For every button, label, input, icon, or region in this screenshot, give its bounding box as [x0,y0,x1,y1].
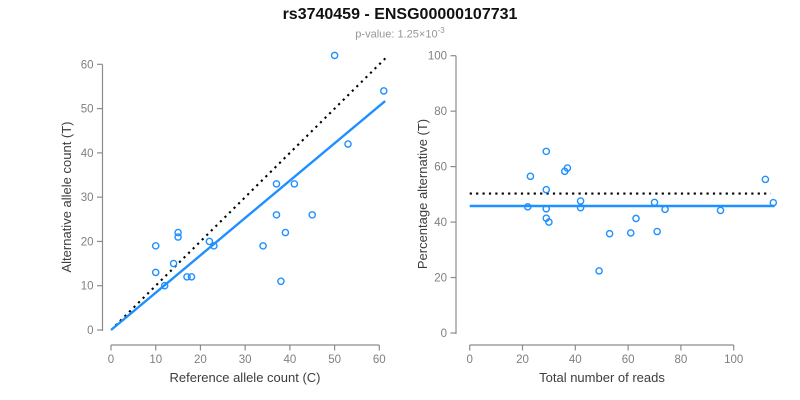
data-point [151,268,160,277]
data-point [272,180,281,188]
data-point [151,242,160,250]
y-tick-label: 0 [441,328,447,340]
data-point [545,218,553,226]
percentage-vs-reads-scatter: 0 20 40 60 80 100 0 20 40 60 80 100 Total number of … [415,51,778,385]
p-value-base: 1.25×10 [397,28,438,41]
x-tick-label: 20 [516,354,529,366]
data-point [542,204,551,213]
y-tick-label: 100 [428,51,447,63]
data-point [650,198,659,207]
data-point [160,281,169,290]
p-value-exponent: -3 [437,26,445,35]
x-tick-label: 20 [194,354,207,366]
x-tick-label: 10 [149,354,162,366]
x-tick-label: 60 [373,354,386,366]
data-point [174,233,182,241]
x-tick-label: 100 [724,354,743,366]
x-tick-label: 0 [108,354,114,366]
data-point [605,229,614,238]
x-tick-label: 50 [328,354,341,366]
data-point [205,237,214,246]
data-point [174,228,182,237]
page-title: rs3740459 - ENSG00000107731 [282,6,518,23]
data-point [169,259,178,268]
y-tick-label: 80 [434,106,447,118]
y-axis-title: Percentage alternative (T) [415,119,430,269]
data-point [330,51,339,60]
x-tick-label: 60 [622,354,635,366]
allele-counts-scatter: 0 10 20 30 40 50 60 0 10 20 30 40 50 60 Reference alle… [59,51,390,385]
data-point [187,273,196,281]
data-point [344,140,352,148]
y-tick-label: 50 [81,104,94,116]
x-axis-title: Reference allele count (C) [169,370,320,385]
data-point [523,203,532,211]
x-tick-label: 0 [466,354,472,366]
data-point [526,172,535,181]
y-tick-label: 40 [81,148,94,160]
data-point [769,198,778,207]
data-point [210,242,218,250]
data-point [379,87,388,95]
y-tick-label: 60 [434,162,447,174]
p-value-prefix: p-value: [355,28,398,41]
title-block: rs3740459 - ENSG00000107731 p-value: 1.2… [0,0,800,41]
y-tick-label: 30 [81,192,94,204]
data-point [653,227,661,236]
y-axis-title: Alternative allele count (T) [59,121,74,272]
data-point [259,242,267,250]
y-tick-label: 60 [81,59,94,71]
y-tick-label: 10 [81,281,94,293]
y-tick-label: 20 [434,273,447,285]
data-point [632,214,640,223]
data-point [272,211,281,219]
data-point [576,197,585,205]
y-tick-label: 0 [87,325,93,337]
data-point [281,228,290,237]
y-tick-label: 40 [434,217,447,229]
data-point [626,229,635,237]
data-point [595,267,603,275]
regression-line [110,100,386,331]
data-point [277,277,285,286]
y-tick-label: 20 [81,236,94,248]
data-point [576,203,585,212]
data-point [542,185,551,194]
data-point [308,211,317,219]
data-point [563,164,572,172]
data-point [716,206,725,215]
identity-dotted-line [114,54,390,327]
data-point [761,175,770,184]
data-point [661,205,669,214]
p-value-subtitle: p-value: 1.25×10-3 [0,26,800,41]
data-point [290,180,299,188]
data-point [542,147,551,156]
x-tick-label: 40 [569,354,582,366]
x-tick-label: 80 [675,354,688,366]
x-tick-label: 40 [283,354,296,366]
x-axis-title: Total number of reads [539,370,665,385]
data-point [183,273,191,281]
x-tick-label: 30 [239,354,252,366]
